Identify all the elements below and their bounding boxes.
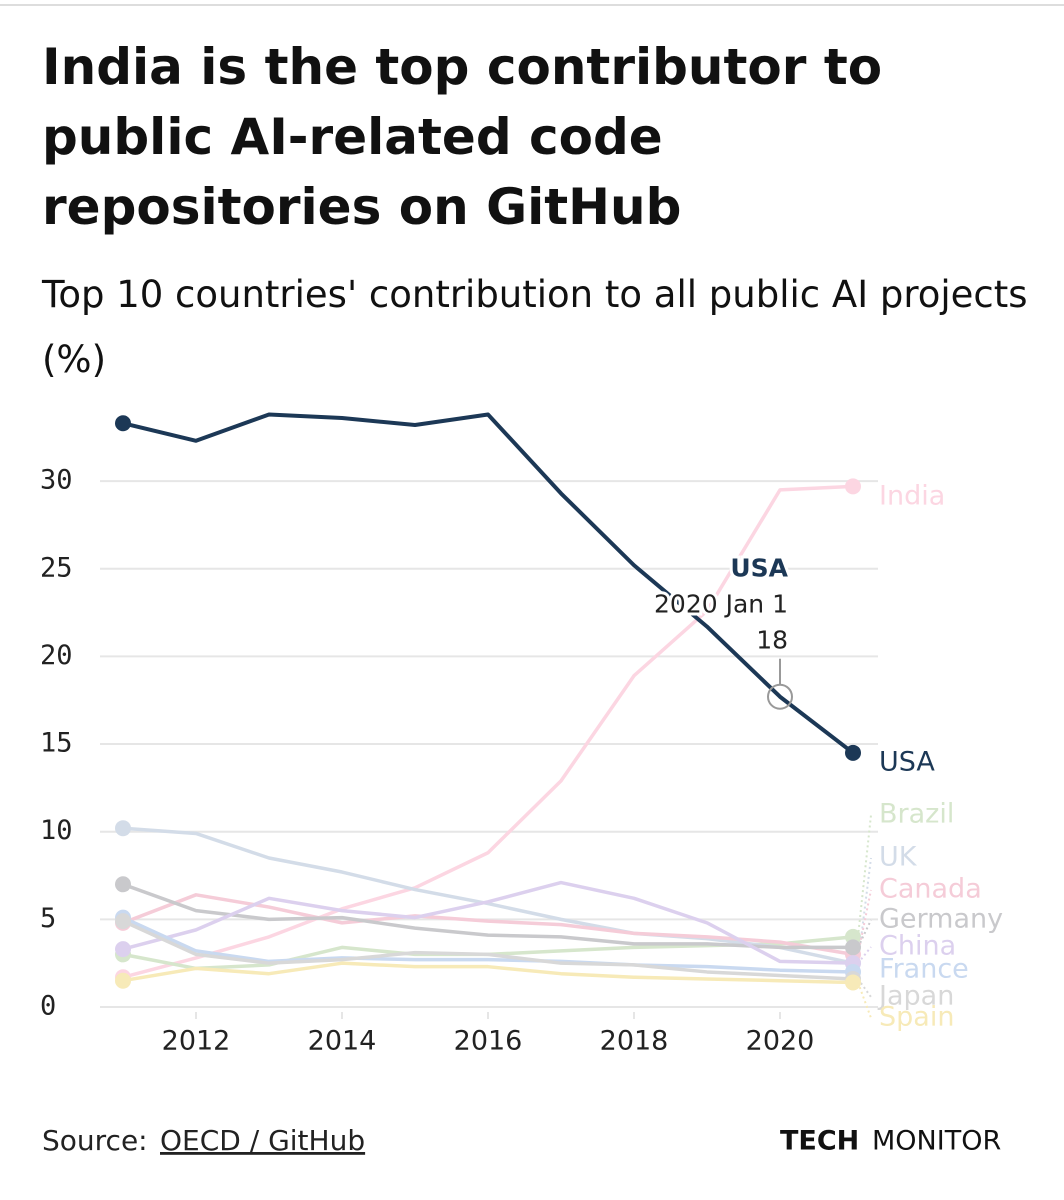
chart-subtitle: Top 10 countries' contribution to all pu… — [41, 273, 1028, 381]
x-tick-label: 2014 — [308, 1026, 377, 1057]
leader-line — [857, 889, 872, 955]
chart-title: India is the top contributor to public AI… — [42, 38, 882, 236]
x-tick-label: 2016 — [454, 1026, 523, 1057]
y-tick-label: 15 — [40, 728, 73, 759]
point — [845, 974, 861, 991]
y-tick-label: 30 — [40, 465, 73, 496]
y-tick-label: 0 — [40, 991, 56, 1022]
y-tick-label: 5 — [40, 903, 56, 934]
x-tick-label: 2020 — [746, 1026, 815, 1057]
series-line — [122, 880, 854, 965]
point — [115, 913, 131, 930]
point — [115, 415, 131, 432]
brand: MONITOR — [872, 1126, 1001, 1157]
series-label: China — [879, 931, 956, 962]
series-label: Japan — [877, 981, 954, 1012]
x-tick-label: 2018 — [600, 1026, 669, 1057]
x-tick-label: 2012 — [162, 1026, 231, 1057]
y-tick-label: 10 — [40, 815, 73, 846]
series-line — [122, 893, 854, 957]
leader-line — [857, 946, 872, 964]
leader-line — [857, 814, 872, 937]
point — [845, 744, 861, 761]
brand-bold: TECH — [780, 1126, 859, 1157]
series-label: Spain — [879, 1002, 954, 1033]
hover-point — [767, 683, 793, 710]
point — [115, 820, 131, 837]
series-label: India — [879, 481, 945, 512]
y-tick-label: 25 — [40, 552, 73, 583]
series-line — [122, 882, 853, 950]
y-tick-label: 20 — [40, 640, 73, 671]
series-label: France — [879, 954, 969, 985]
source-prefix: Source: — [42, 1124, 148, 1157]
series-label: UK — [879, 842, 918, 873]
leader-line — [857, 982, 872, 1019]
annotation-series: USA — [730, 554, 788, 583]
point — [845, 939, 861, 956]
series-line — [122, 961, 854, 985]
series-label: Brazil — [879, 799, 954, 830]
point — [115, 941, 131, 958]
leader-line — [857, 978, 872, 998]
annotation-date: 2020 Jan 1 — [654, 590, 788, 619]
source-link[interactable]: OECD / GitHub — [160, 1124, 365, 1157]
series-label: Canada — [879, 874, 982, 905]
series-line — [122, 919, 854, 981]
point — [115, 972, 131, 989]
series-label: Germany — [879, 904, 1003, 935]
point — [845, 478, 861, 495]
series-label: USA — [879, 747, 935, 778]
point — [115, 876, 131, 893]
series-line — [122, 412, 855, 755]
series-line — [122, 484, 854, 979]
series-line — [122, 916, 854, 974]
annotation-value: 18 — [756, 626, 788, 655]
leader-line — [857, 919, 872, 948]
